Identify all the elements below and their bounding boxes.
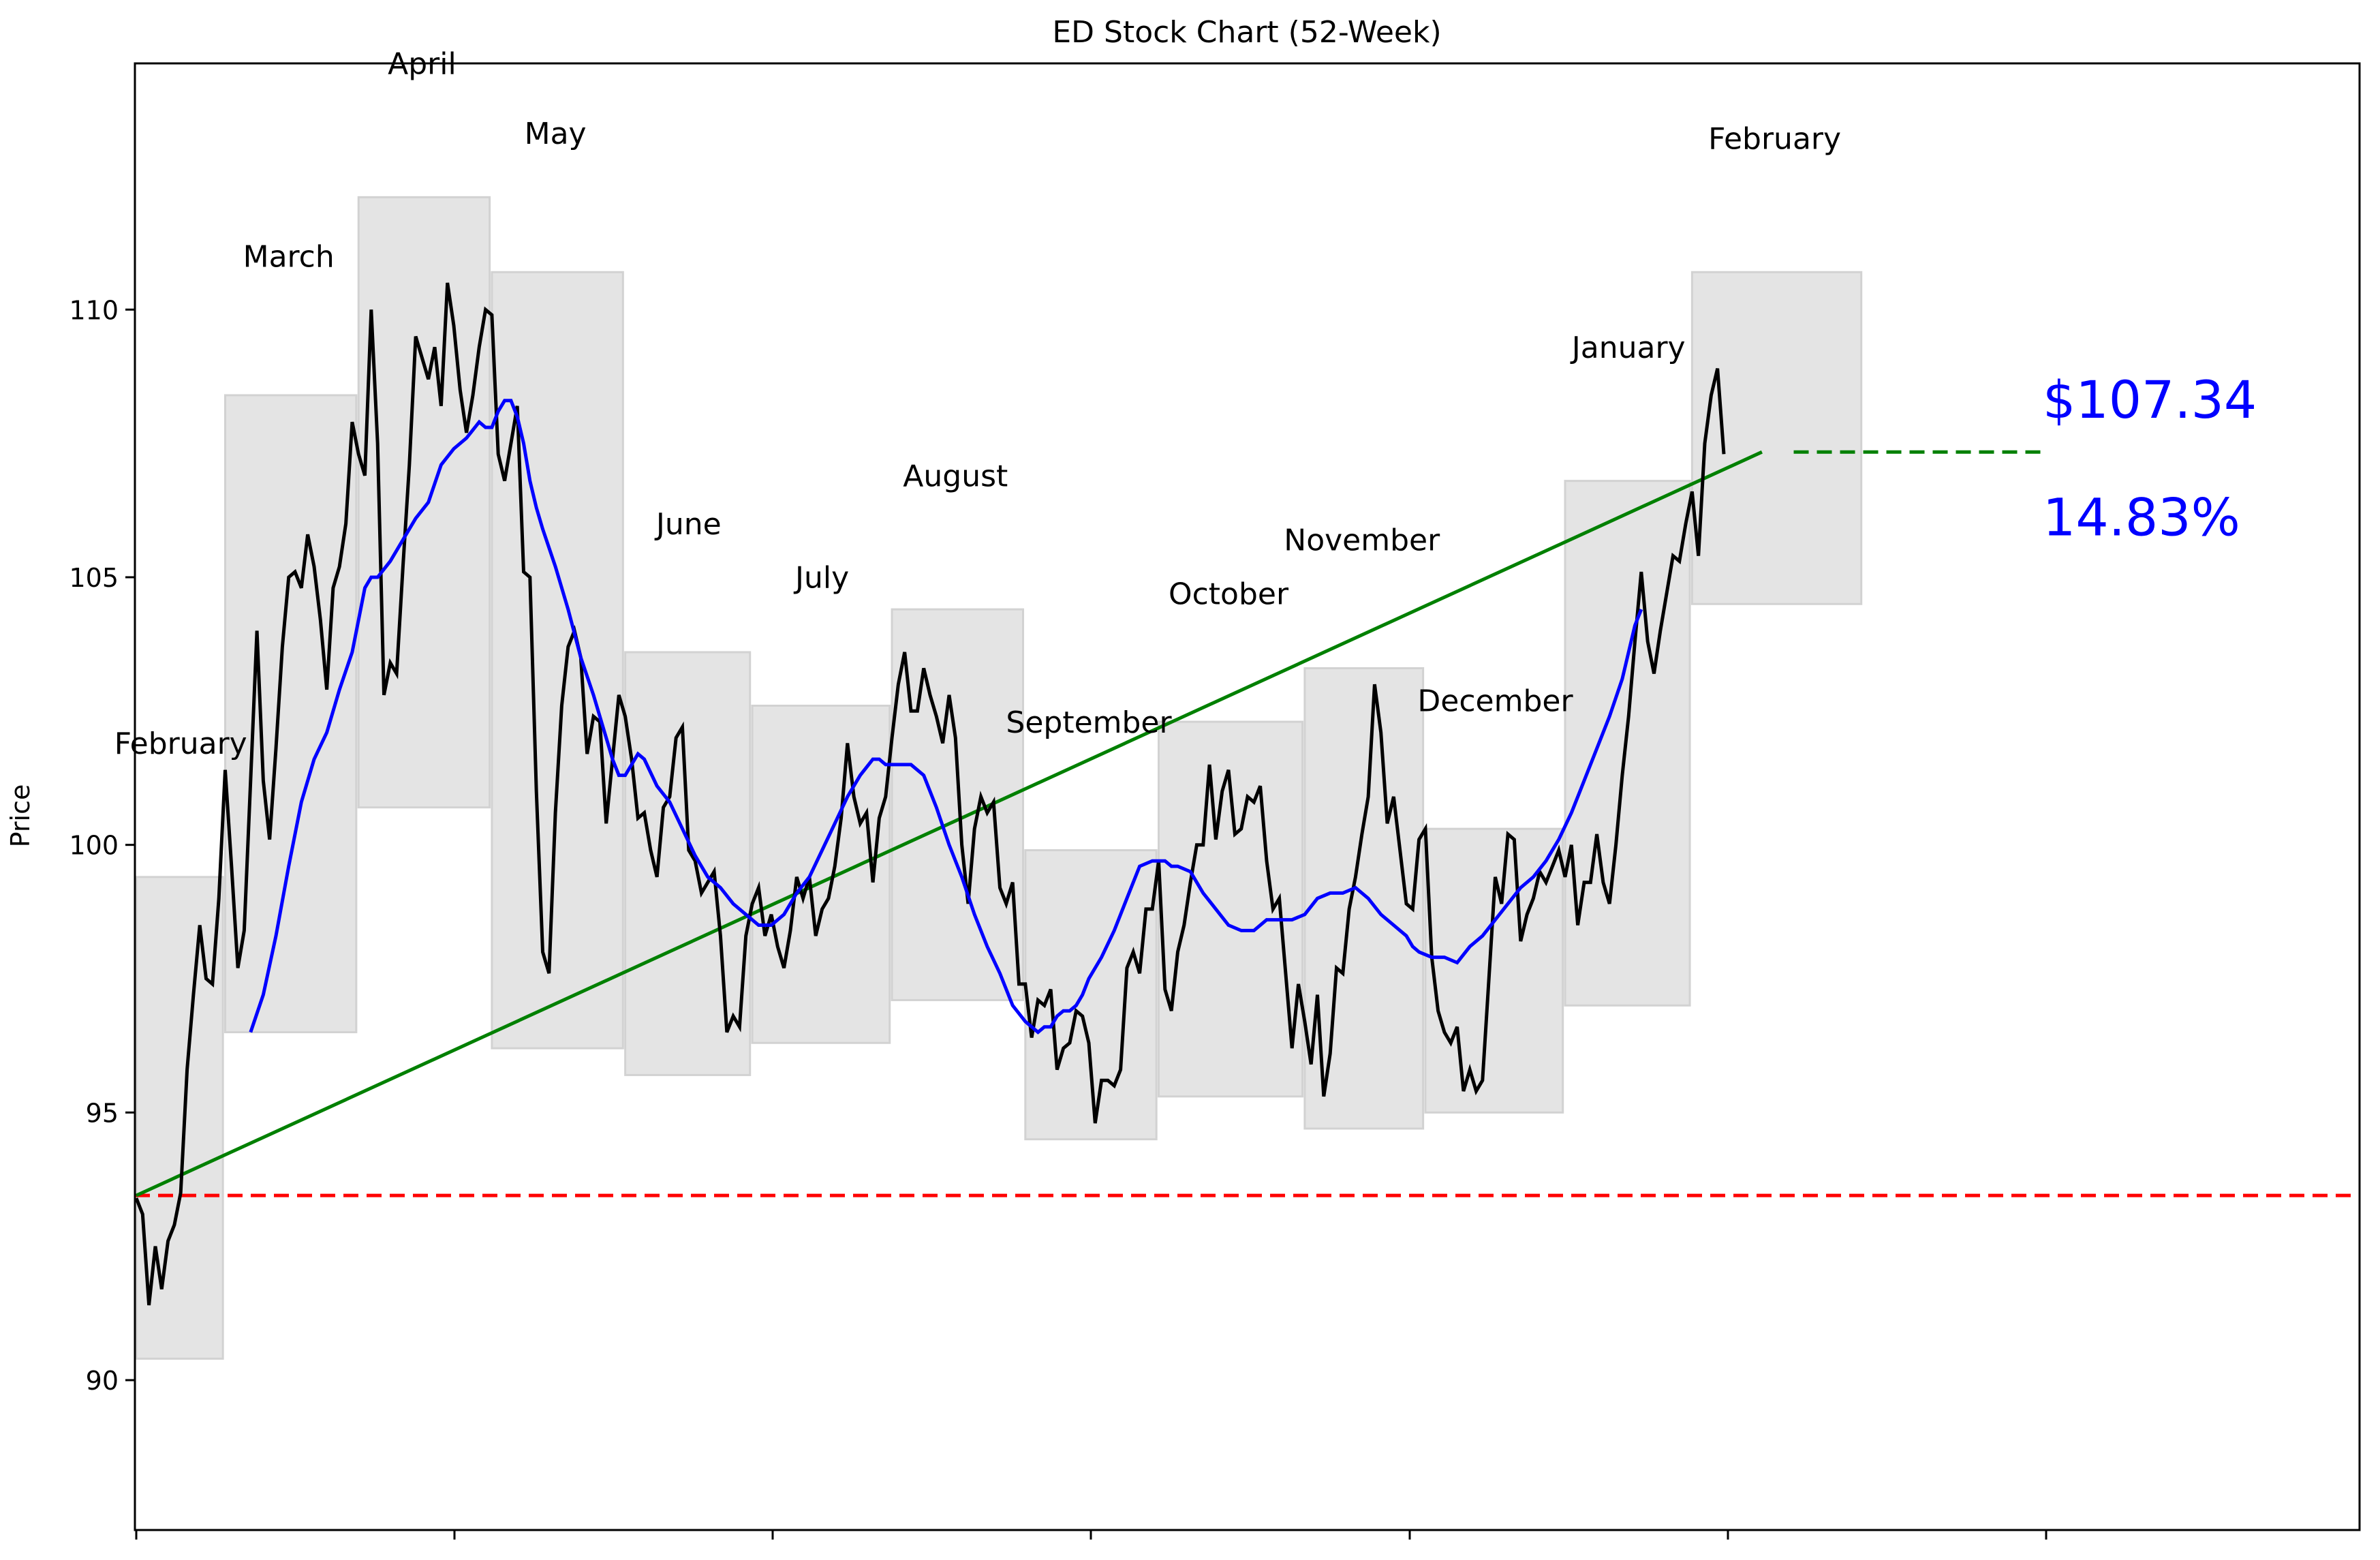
series-lines [134, 282, 2360, 1306]
month-box [891, 608, 1024, 1001]
month-label: November [1284, 523, 1440, 558]
month-label: June [654, 507, 722, 542]
month-label: September [1006, 705, 1172, 740]
month-box [1424, 827, 1564, 1114]
chart-title: ED Stock Chart (52-Week) [1052, 15, 1442, 50]
month-boxes [135, 196, 1863, 1360]
axes: 90 95 100 105 110 [69, 62, 2361, 1540]
change-annotation: 14.83% [2043, 487, 2240, 548]
month-label: December [1417, 684, 1573, 718]
price-annotation: $107.34 [2043, 369, 2257, 430]
moving-average-line [249, 399, 1643, 1035]
month-label: March [243, 239, 335, 274]
y-tick-label: 105 [69, 563, 119, 593]
month-label: February [1708, 122, 1841, 157]
trend-line [135, 450, 1763, 1197]
month-box [1303, 667, 1425, 1130]
annotations: $107.34 14.83% [2043, 369, 2257, 548]
month-box [751, 704, 891, 1044]
plot-frame [134, 62, 2361, 1531]
y-tick-label: 95 [86, 1098, 119, 1128]
month-label: February [114, 727, 247, 761]
month-label: May [525, 117, 587, 151]
month-label: August [903, 459, 1008, 493]
y-tick-label: 100 [69, 831, 119, 861]
month-box [491, 271, 624, 1050]
month-label: October [1169, 577, 1289, 611]
month-box [223, 394, 358, 1034]
y-tick-label: 110 [69, 295, 119, 325]
price-line [134, 282, 1726, 1306]
month-box [1690, 271, 1863, 605]
y-tick-label: 90 [86, 1366, 119, 1396]
month-label: January [1570, 331, 1686, 365]
month-box [1564, 480, 1691, 1007]
month-box [624, 651, 752, 1076]
month-labels: FebruaryMarchAprilMayJuneJulyAugustSepte… [114, 47, 1841, 761]
month-box [1024, 849, 1158, 1141]
month-label: July [793, 561, 849, 596]
